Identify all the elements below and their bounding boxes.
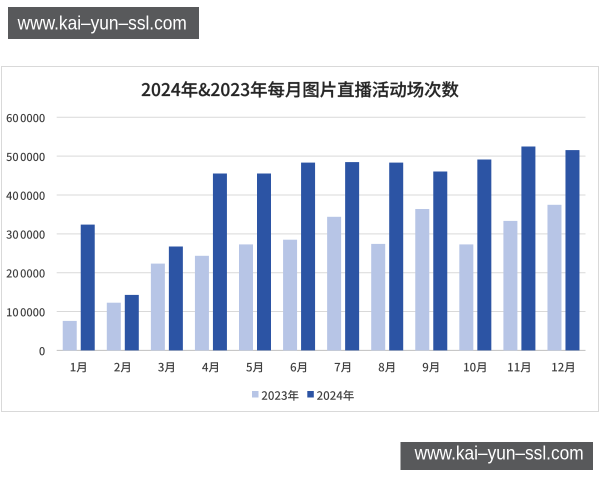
svg-text:www.kai–yun–ssl.com: www.kai–yun–ssl.com	[414, 443, 584, 465]
svg-text:www.kai–yun–ssl.com: www.kai–yun–ssl.com	[17, 13, 187, 35]
